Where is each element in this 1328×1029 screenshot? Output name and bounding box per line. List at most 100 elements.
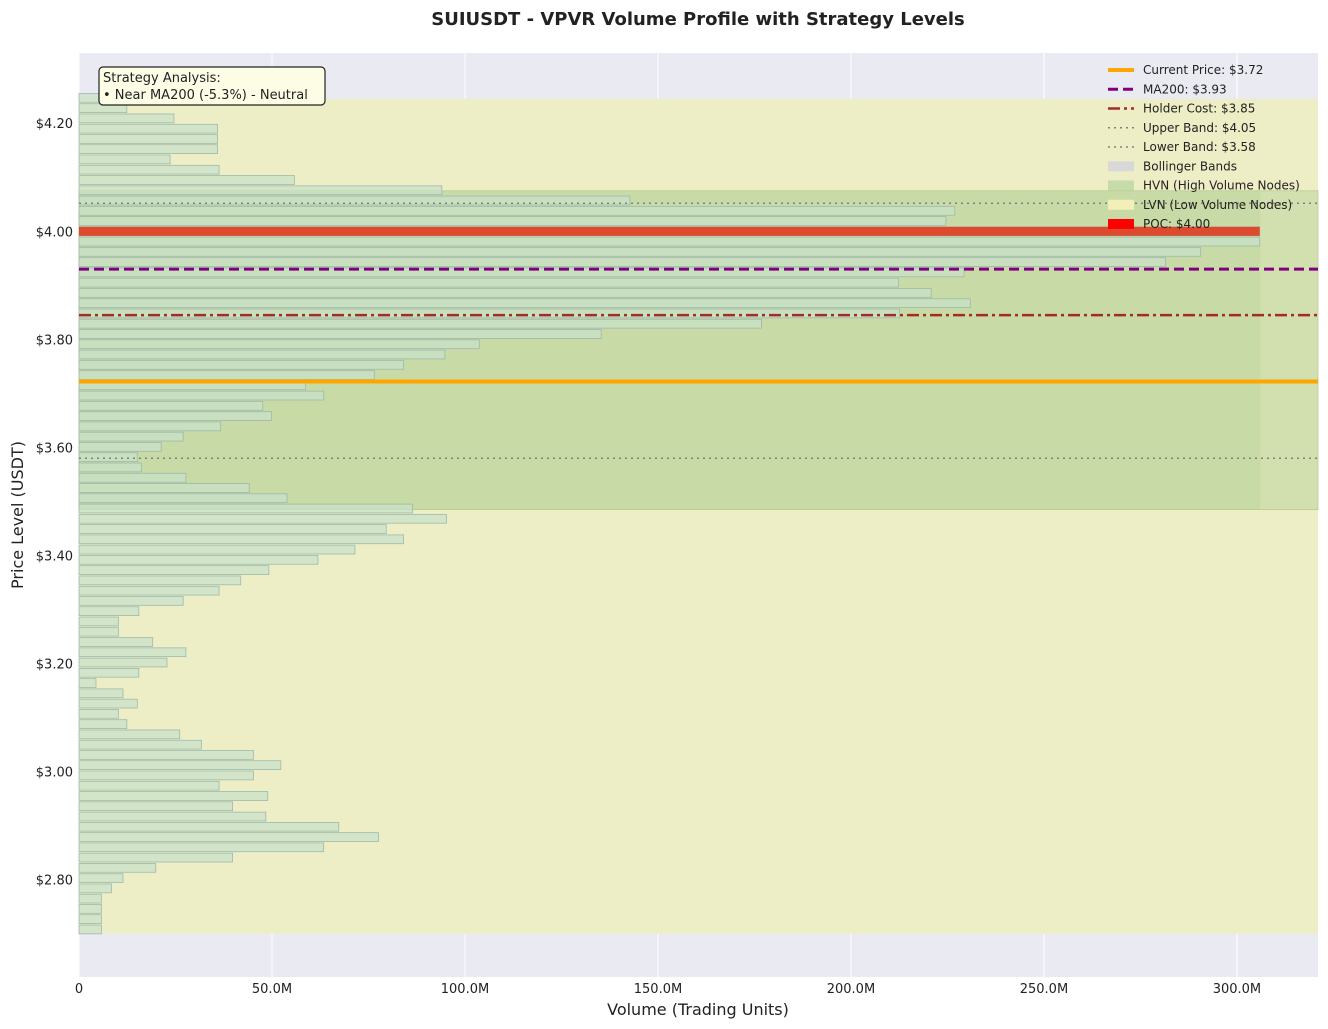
volume-bar [78,247,1202,257]
x-tick-label: 300.0M [1213,982,1261,997]
volume-bar [78,863,157,873]
volume-bar [78,442,162,452]
volume-bar [78,113,175,124]
volume-bar [78,472,187,483]
legend-label-3: Upper Band: $4.05 [1143,121,1256,135]
volume-bar [78,739,202,750]
volume-bar [78,308,900,319]
volume-bar [78,513,447,524]
volume-bar [78,924,102,935]
volume-bar [78,873,124,883]
volume-bar [78,780,220,791]
watermark: @AI 看盘 [1232,989,1318,1013]
volume-bar [78,688,124,699]
volume-bar [78,390,325,401]
y-tick-label: $3.80 [36,333,73,348]
legend-label-5: Bollinger Bands [1143,159,1237,173]
volume-bar [78,93,100,103]
volume-bar [78,729,181,740]
annotation-line: • Near MA200 (-5.3%) - Neutral [103,88,308,103]
legend-label-0: Current Price: $3.72 [1143,63,1263,77]
volume-bar [78,318,762,329]
volume-bar [78,555,319,565]
x-tick-label: 50.0M [252,982,292,997]
volume-bar [78,401,264,411]
volume-bar [78,647,187,658]
volume-bar [78,904,102,914]
y-tick-label: $2.80 [36,874,73,889]
volume-bar [78,359,405,370]
volume-bar [78,534,405,545]
legend-label-7: LVN (Low Volume Nodes) [1143,198,1292,212]
volume-bar [78,637,154,647]
volume-bar [78,914,102,924]
volume-bar [78,596,184,606]
volume-bar [78,370,375,380]
volume-bar [78,709,119,719]
legend-label-2: Holder Cost: $3.85 [1143,102,1255,116]
volume-bar [78,678,97,688]
volume-bar [78,832,379,842]
volume-bar [78,750,254,760]
legend-swatch-8 [1108,219,1134,229]
annotation-line: Strategy Analysis: [103,71,221,86]
volume-bar [78,626,119,637]
poc-bar [79,226,1260,236]
volume-bar [78,421,222,432]
legend-label-4: Lower Band: $3.58 [1143,140,1256,154]
x-axis-label: Volume (Trading Units) [607,1000,789,1019]
volume-bar [78,606,140,616]
volume-bar [78,883,112,894]
volume-bar [78,205,956,216]
volume-bar [78,329,602,339]
y-tick-label: $4.00 [36,225,73,240]
volume-bar [78,175,295,185]
watermark-text: @AI 看盘 [1232,989,1318,1013]
volume-bar [78,852,234,863]
volume-bar [78,565,270,575]
volume-bar [78,483,250,493]
y-tick-label: $3.40 [36,550,73,565]
legend-label-6: HVN (High Volume Nodes) [1143,179,1300,193]
legend-label-8: POC: $4.00 [1143,217,1210,231]
volume-bar [78,821,340,832]
volume-bar [78,349,446,360]
volume-bar [78,288,932,298]
volume-bar [78,585,220,596]
volume-bar [78,503,413,514]
y-axis-label: Price Level (USDT) [8,441,27,589]
volume-bar [78,770,254,781]
legend-swatch-5 [1108,161,1134,172]
volume-bar [78,698,138,709]
volume-bar [78,801,234,812]
annotation-box-frame [98,66,326,106]
volume-bar [78,411,273,421]
volume-bar [78,144,218,154]
volume-bar [78,493,288,504]
volume-bar [78,657,168,668]
volume-bar [78,616,119,627]
x-tick-label: 200.0M [827,982,875,997]
volume-bar [78,195,631,206]
tick-labels: 0 50.0M 100.0M 150.0M 200.0M 250.0M 300.0M $2.8… [36,117,1261,997]
volume-bar [78,339,480,350]
volume-bar [78,236,1261,247]
legend-label-1: MA200: $3.93 [1143,82,1227,96]
volume-bar [78,544,356,555]
y-tick-label: $3.00 [36,766,73,781]
legend-swatch-7 [1108,199,1134,210]
volume-bar [78,452,138,462]
volume-bar [78,216,947,226]
volume-bar [78,277,899,288]
volume-bar [78,164,220,175]
volume-bar [78,298,971,308]
volume-bar [78,893,102,904]
volume-bar [78,257,1166,267]
x-tick-label: 0 [75,982,83,997]
volume-bar [78,524,387,534]
y-tick-label: $4.20 [36,117,73,132]
x-tick-label: 100.0M [441,982,489,997]
y-tick-label: $3.20 [36,658,73,673]
volume-bar [78,431,184,442]
